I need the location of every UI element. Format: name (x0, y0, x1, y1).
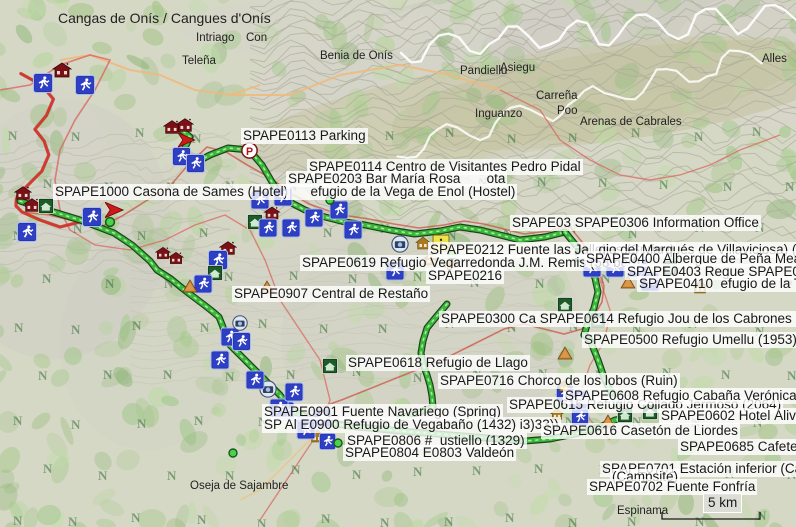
svg-text:N: N (598, 175, 608, 190)
svg-text:N: N (258, 316, 268, 331)
svg-text:N: N (131, 510, 141, 525)
svg-text:N: N (695, 514, 705, 527)
svg-text:N: N (286, 367, 296, 382)
svg-text:N: N (721, 367, 731, 382)
svg-text:N: N (225, 369, 235, 384)
svg-text:N: N (535, 276, 545, 291)
svg-text:N: N (378, 321, 388, 336)
svg-text:N: N (257, 516, 267, 527)
svg-text:N: N (43, 461, 53, 476)
svg-text:N: N (137, 228, 147, 243)
svg-text:N: N (444, 514, 454, 527)
svg-text:N: N (348, 271, 358, 286)
svg-text:N: N (505, 510, 515, 525)
svg-text:N: N (319, 321, 329, 336)
svg-text:N: N (659, 177, 669, 192)
svg-text:N: N (194, 413, 204, 428)
svg-text:N: N (534, 461, 544, 476)
svg-text:N: N (757, 508, 767, 523)
svg-text:N: N (568, 130, 578, 145)
svg-text:N: N (445, 125, 455, 140)
svg-text:N: N (413, 464, 423, 479)
svg-text:N: N (537, 174, 547, 189)
svg-text:N: N (98, 468, 108, 483)
svg-text:N: N (13, 513, 23, 527)
svg-text:N: N (723, 179, 733, 194)
svg-text:N: N (472, 463, 482, 478)
svg-text:N: N (199, 225, 209, 240)
svg-text:N: N (787, 368, 796, 383)
svg-text:N: N (103, 367, 113, 382)
svg-text:N: N (323, 225, 333, 240)
svg-text:N: N (167, 468, 177, 483)
svg-text:N: N (413, 370, 423, 385)
svg-text:N: N (137, 416, 147, 431)
svg-text:N: N (413, 269, 423, 284)
svg-text:N: N (8, 128, 18, 143)
svg-text:N: N (105, 276, 115, 291)
svg-text:N: N (135, 125, 145, 140)
svg-text:N: N (192, 131, 202, 146)
svg-text:N: N (321, 511, 331, 526)
svg-text:N: N (352, 467, 362, 482)
svg-text:N: N (224, 269, 234, 284)
svg-text:N: N (291, 462, 301, 477)
svg-text:N: N (785, 179, 795, 194)
svg-text:N: N (507, 131, 517, 146)
svg-text:N: N (289, 268, 299, 283)
svg-text:N: N (568, 515, 578, 527)
svg-text:N: N (752, 124, 762, 139)
svg-text:N: N (71, 322, 81, 337)
svg-text:N: N (380, 515, 390, 527)
svg-text:N: N (71, 417, 81, 432)
svg-text:N: N (385, 128, 395, 143)
svg-text:N: N (43, 176, 53, 191)
svg-text:N: N (200, 320, 210, 335)
svg-text:N: N (42, 271, 52, 286)
svg-text:N: N (68, 514, 78, 527)
svg-text:N: N (163, 367, 173, 382)
svg-text:N: N (13, 413, 23, 428)
svg-text:N: N (14, 320, 24, 335)
svg-text:N: N (71, 129, 81, 144)
svg-text:N: N (132, 318, 142, 333)
svg-text:N: N (197, 512, 207, 527)
svg-text:N: N (38, 368, 48, 383)
svg-text:N: N (694, 129, 704, 144)
